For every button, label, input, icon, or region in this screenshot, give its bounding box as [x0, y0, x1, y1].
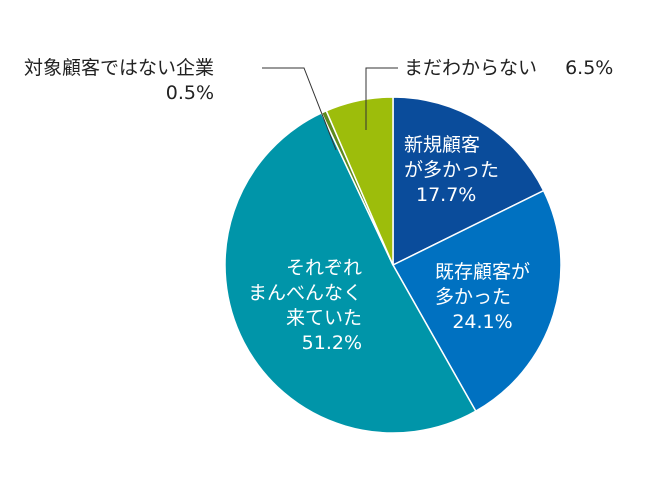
label-line: が多かった	[404, 159, 500, 181]
label-existing-customers: 既存顧客が 多かった 24.1%	[435, 260, 530, 335]
value-label: 6.5%	[565, 57, 614, 79]
leader-line-non-target	[262, 67, 337, 151]
label-non-target: 対象顧客ではない企業 0.5%	[24, 56, 214, 106]
value-label: 17.7%	[416, 184, 477, 206]
pie-slice-1	[391, 189, 562, 413]
label-line: まんべんなく	[248, 282, 363, 304]
label-evenly: それぞれ まんべんなく 来ていた 51.2%	[248, 256, 362, 356]
label-line: それぞれ	[286, 257, 363, 279]
pie-slice-0	[392, 96, 545, 267]
label-line: 来ていた	[286, 307, 363, 329]
value-label: 0.5%	[165, 82, 215, 104]
label-line: 多かった	[435, 286, 512, 308]
pie-slice-4	[325, 96, 394, 266]
label-line: 新規顧客	[404, 134, 481, 156]
label-unknown: まだわからない 6.5%	[404, 56, 613, 81]
label-line: 対象顧客ではない企業	[24, 57, 215, 79]
leader-line-unknown	[365, 67, 398, 130]
label-line: 既存顧客が	[435, 261, 531, 283]
value-label: 51.2%	[301, 332, 363, 354]
pie-slice-2	[224, 111, 477, 434]
label-new-customers: 新規顧客 が多かった 17.7%	[404, 133, 499, 208]
value-label: 24.1%	[452, 311, 513, 333]
label-line: まだわからない	[404, 57, 538, 79]
